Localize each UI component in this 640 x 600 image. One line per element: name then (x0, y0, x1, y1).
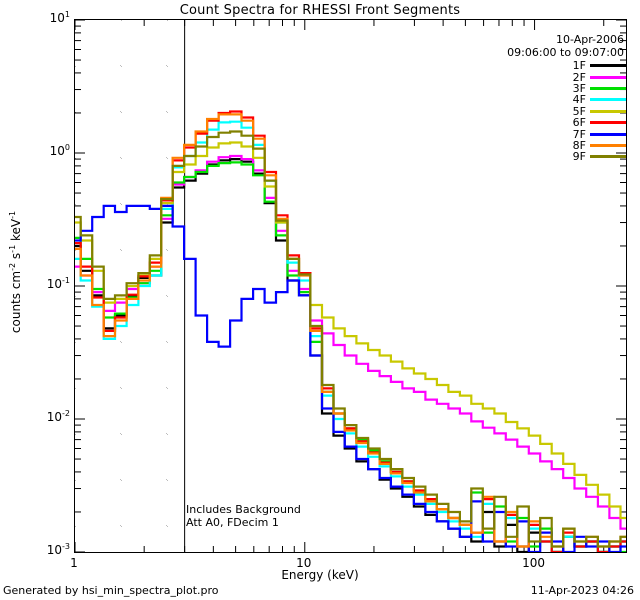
y-tick-label-1: 100 (49, 143, 70, 159)
observation-time-range: 09:06:00 to 09:07:00 (507, 46, 624, 59)
legend-label-1f: 1F (572, 59, 586, 73)
legend-swatch-1f (590, 64, 626, 68)
legend-swatch-8f (590, 143, 626, 147)
spectra-curves (75, 110, 626, 552)
legend-label-7f: 7F (572, 127, 586, 141)
legend-swatch-7f (590, 132, 626, 136)
legend-item-2f[interactable]: 2F (546, 70, 626, 84)
x-tick-label-100: 100 (522, 556, 545, 570)
spectrum-line-5f (75, 141, 626, 520)
legend-swatch-9f (590, 155, 626, 159)
legend-item-8f[interactable]: 8F (546, 138, 626, 152)
y-tick-label-3: 10-2 (46, 409, 70, 425)
footer-timestamp: 11-Apr-2023 04:26 (530, 584, 634, 597)
note-includes-background: Includes Background (186, 503, 301, 516)
footer-generator: Generated by hsi_min_spectra_plot.pro (3, 584, 219, 597)
legend-item-5f[interactable]: 5F (546, 104, 626, 118)
legend-label-9f: 9F (572, 150, 586, 164)
legend-item-7f[interactable]: 7F (546, 127, 626, 141)
legend-label-4f: 4F (572, 93, 586, 107)
x-tick-label-1: 1 (70, 556, 78, 570)
legend-swatch-6f (590, 121, 626, 125)
legend-swatch-4f (590, 98, 626, 102)
x-axis-title: Energy (keV) (281, 568, 359, 582)
y-tick-label-4: 10-3 (46, 542, 70, 558)
y-axis-tick-labels: 101 100 10-1 10-2 10-3 (0, 0, 70, 600)
legend-label-5f: 5F (572, 104, 586, 118)
note-attenuator-state: Att A0, FDecim 1 (186, 516, 279, 529)
legend-label-6f: 6F (572, 116, 586, 130)
legend-swatch-5f (590, 109, 626, 113)
spectrum-line-6f (75, 110, 626, 552)
spectra-svg (75, 20, 626, 552)
x-tick-label-10: 10 (296, 556, 312, 570)
spectrum-line-7f (75, 204, 626, 552)
spectrum-line-4f (75, 120, 626, 552)
legend-swatch-2f (590, 75, 626, 79)
spectrum-line-1f (75, 158, 626, 552)
y-tick-label-2: 10-1 (46, 276, 70, 292)
legend-item-4f[interactable]: 4F (546, 93, 626, 107)
y-tick-label-0: 101 (49, 10, 70, 26)
legend-item-6f[interactable]: 6F (546, 116, 626, 130)
page-title: Count Spectra for RHESSI Front Segments (179, 3, 461, 18)
y-axis-title: counts cm-2 s-1 keV-1 (8, 210, 23, 334)
legend-item-1f[interactable]: 1F (546, 59, 626, 73)
legend-item-3f[interactable]: 3F (546, 81, 626, 95)
legend-label-3f: 3F (572, 81, 586, 95)
legend-label-8f: 8F (572, 138, 586, 152)
legend: 1F 2F 3F 4F 5F 6F 7F 8F 9F (546, 59, 626, 164)
axis-ticks (75, 20, 626, 552)
spectrum-line-2f (75, 154, 626, 530)
legend-label-2f: 2F (572, 70, 586, 84)
observation-date: 10-Apr-2006 (555, 33, 624, 46)
legend-swatch-3f (590, 86, 626, 90)
plot-area (74, 19, 627, 553)
spectrum-line-9f (75, 130, 626, 548)
legend-item-9f[interactable]: 9F (546, 150, 626, 164)
